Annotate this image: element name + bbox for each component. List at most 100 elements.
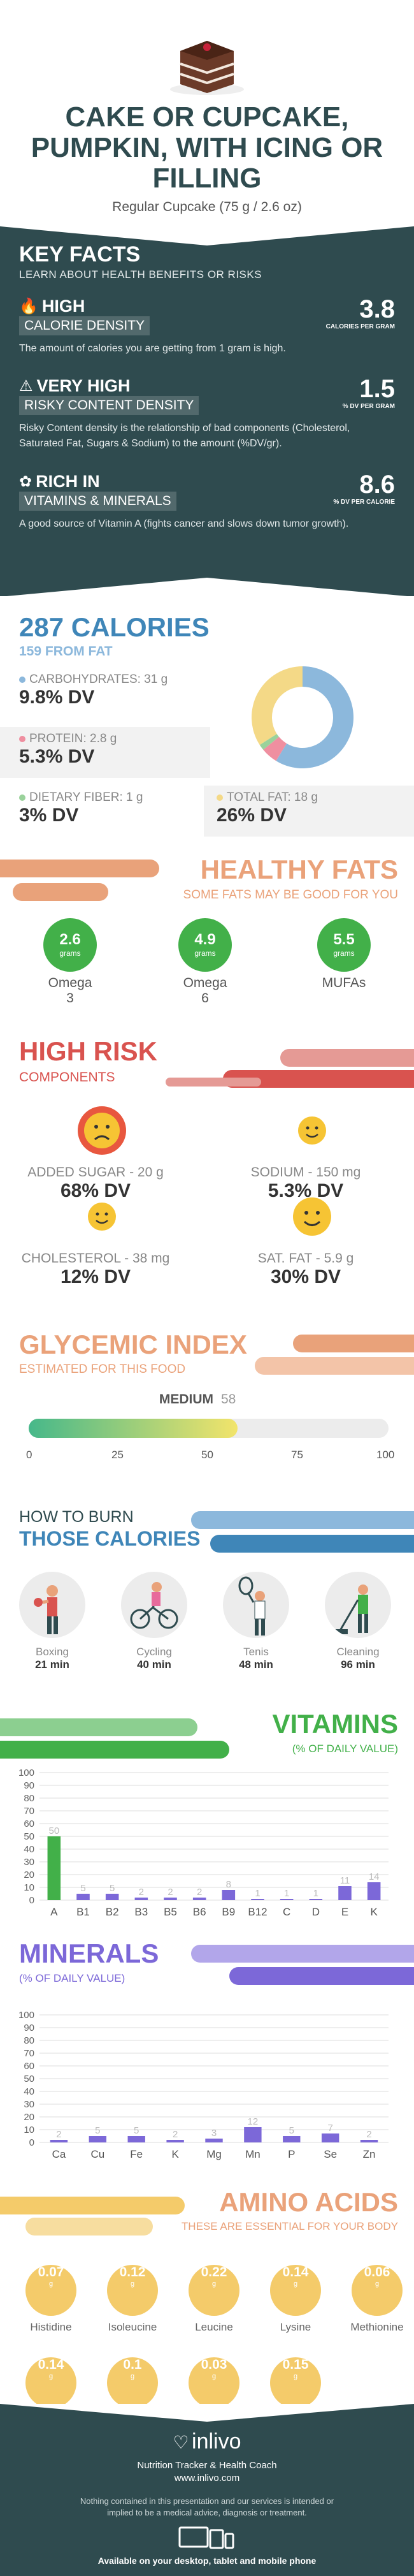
amino-value: 0.15 <box>282 2357 309 2372</box>
healthy-fats-heading: HEALTHY FATS <box>200 854 398 884</box>
amino-unit: g <box>211 2280 217 2288</box>
devices-icon <box>178 2525 236 2554</box>
cake-image <box>168 38 246 96</box>
bar-value-label: 8 <box>226 1879 231 1890</box>
x-tick-label: A <box>50 1906 58 1918</box>
bar <box>127 2136 145 2142</box>
burn-heading-small: HOW TO BURN <box>19 1508 134 1526</box>
amino-value: 0.03 <box>201 2357 227 2372</box>
bar-value-label: 2 <box>366 2129 371 2140</box>
activity-label: Boxing <box>36 1646 69 1658</box>
activity-label: Cycling <box>136 1646 172 1658</box>
amino-badge: 0.15 g <box>270 2357 321 2408</box>
bar-value-label: 14 <box>369 1871 380 1882</box>
high-risk-heading: HIGH RISK <box>19 1036 158 1066</box>
bar-value-label: 5 <box>134 2125 139 2136</box>
y-tick-label: 10 <box>24 2125 34 2135</box>
fact-level: VERY HIGH <box>36 376 131 395</box>
footer: ♡ inlivo Nutrition Tracker & Health Coac… <box>0 2404 414 2576</box>
bar <box>251 1899 264 1900</box>
y-tick-label: 0 <box>29 1895 34 1906</box>
bar-value-label: 5 <box>80 1883 85 1894</box>
bar-value-label: 1 <box>284 1888 289 1899</box>
decor-stripe <box>229 1967 414 1985</box>
fact-calorie-density: 🔥 HIGH CALORIE DENSITY <box>19 296 150 335</box>
risk-cholesterol: CHOLESTEROL - 38 mg 12% DV <box>0 1192 191 1288</box>
warning-icon: ⚠ <box>19 377 33 395</box>
amino-badge: 0.03 g <box>189 2357 239 2408</box>
glycemic-ticks: 0 25 50 75 100 <box>26 1449 394 1464</box>
bar-value-label: 2 <box>173 2129 178 2140</box>
amino-value: 0.22 <box>201 2265 227 2280</box>
calories-heading: 287 CALORIES <box>19 612 210 642</box>
macro-donut-chart <box>252 666 353 768</box>
fat-mufas: 5.5 grams MUFAs <box>317 918 371 991</box>
tick-label: 100 <box>376 1449 395 1461</box>
decor-stripe <box>255 1357 414 1375</box>
decor-stripe <box>166 1078 261 1087</box>
x-tick-label: D <box>312 1906 320 1918</box>
activity-minutes: 96 min <box>341 1658 375 1671</box>
y-tick-label: 100 <box>18 2010 34 2021</box>
bar <box>50 2140 68 2142</box>
fact-label: CALORIE DENSITY <box>19 316 150 335</box>
burn-heading: THOSE CALORIES <box>19 1527 201 1550</box>
y-tick-label: 60 <box>24 1819 34 1829</box>
bar <box>321 2133 339 2142</box>
macro-dv: 3% DV <box>19 805 79 826</box>
bar <box>205 2139 223 2142</box>
fact-description: The amount of calories you are getting f… <box>19 343 286 354</box>
risk-label: ADDED SUGAR - 20 g <box>27 1165 164 1180</box>
fact-unit: % DV PER CALORIE <box>333 499 395 506</box>
y-tick-label: 100 <box>18 1767 34 1778</box>
macro-fiber: DIETARY FIBER: 1 g 3% DV <box>19 791 143 826</box>
macro-carbs: CARBOHYDRATES: 31 g 9.8% DV <box>19 673 168 708</box>
amino-label: Leucine <box>195 2321 233 2333</box>
fat-value: 2.6 <box>59 931 81 948</box>
y-tick-label: 20 <box>24 2112 34 2123</box>
bar <box>76 1894 90 1900</box>
brand-logo[interactable]: ♡ inlivo <box>0 2429 414 2454</box>
activity-boxing: Boxing 21 min <box>8 1572 97 1671</box>
fat-label: Omega 6 <box>183 976 227 1006</box>
activity-minutes: 21 min <box>35 1658 69 1671</box>
amino-badge: 0.1 g <box>107 2357 158 2408</box>
fat-value: 4.9 <box>194 931 216 948</box>
amino-value: 0.06 <box>364 2265 390 2280</box>
risk-label: CHOLESTEROL - 38 mg <box>21 1251 170 1266</box>
bar-value-label: 3 <box>211 2128 217 2139</box>
macro-label: TOTAL FAT: 18 g <box>227 791 318 804</box>
amino-value: 0.07 <box>38 2265 64 2280</box>
key-facts-subheading: LEARN ABOUT HEALTH BENEFITS OR RISKS <box>19 268 262 281</box>
brand-url[interactable]: www.inlivo.com <box>174 2473 240 2484</box>
happy-face-icon <box>288 1106 336 1155</box>
amino-unit: g <box>48 2280 54 2288</box>
vitamins-bar-chart: 0 10 20 30 40 50 60 70 80 90 100 50 A 5 B1 5 B2 2 B3 2 B5 2 B6… <box>18 1767 389 1918</box>
amino-unit: g <box>293 2373 298 2380</box>
bar <box>338 1886 352 1900</box>
macro-label: PROTEIN: 2.8 g <box>29 732 117 745</box>
fat-omega6: 4.9 grams Omega 6 <box>178 918 232 1006</box>
amino-value: 0.1 <box>123 2357 142 2372</box>
activity-minutes: 40 min <box>137 1658 171 1671</box>
brand-tagline: Nutrition Tracker & Health Coach <box>137 2460 277 2471</box>
fact-value: 3.8 <box>359 295 395 323</box>
amino-badge: 0.22 g <box>189 2265 239 2316</box>
risk-dv: 12% DV <box>60 1266 131 1287</box>
macro-label: DIETARY FIBER: 1 g <box>29 791 143 804</box>
bar-value-label: 50 <box>48 1826 59 1836</box>
glycemic-heading: GLYCEMIC INDEX <box>19 1329 247 1359</box>
risk-label: SODIUM - 150 mg <box>250 1165 361 1180</box>
tick-label: 75 <box>291 1449 303 1461</box>
zigzag-divider <box>0 226 414 245</box>
page-title: CAKE OR CUPCAKE, PUMPKIN, WITH ICING OR FI… <box>31 101 383 194</box>
amino-unit: g <box>211 2373 217 2380</box>
x-tick-label: Fe <box>130 2148 143 2160</box>
decor-stripe <box>0 860 159 877</box>
amino-badge: 0.07 g <box>25 2265 76 2316</box>
risk-sat-fat: SAT. FAT - 5.9 g 30% DV <box>210 1192 401 1288</box>
macro-protein-bg <box>0 727 210 778</box>
macro-label: CARBOHYDRATES: 31 g <box>29 673 168 686</box>
fat-omega3: 2.6 grams Omega 3 <box>43 918 97 1006</box>
availability-text: Available on your desktop, tablet and mo… <box>97 2556 317 2566</box>
